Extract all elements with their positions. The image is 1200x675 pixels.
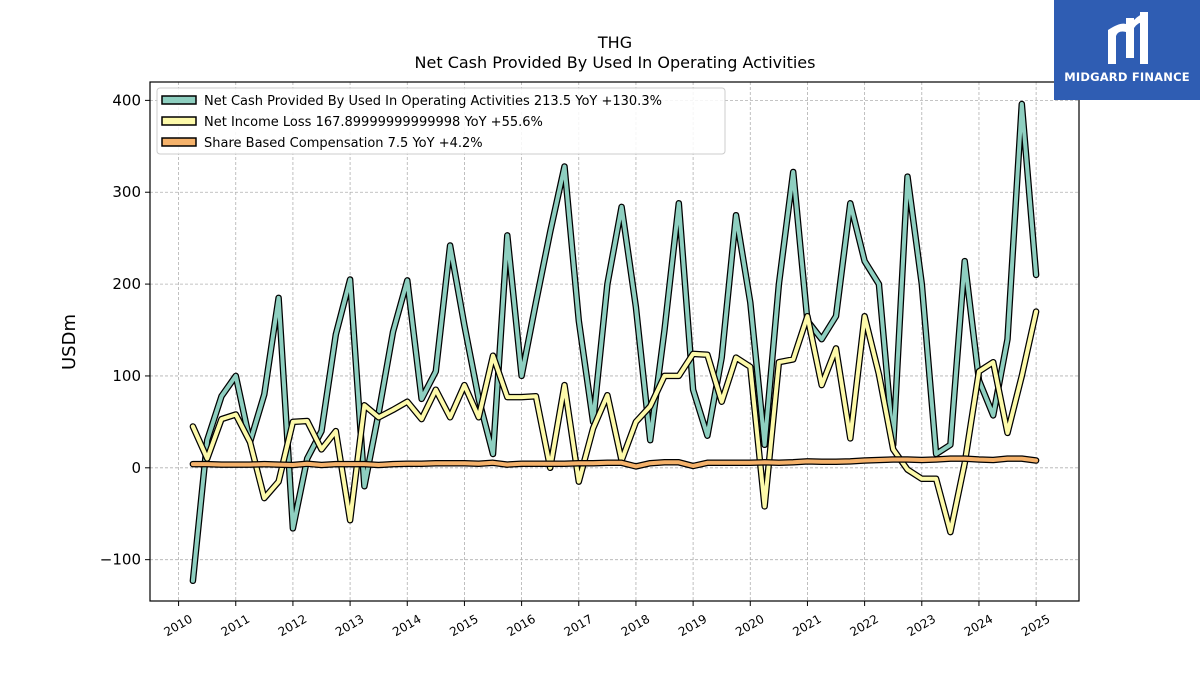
series-line-share-based-compensation [190, 456, 1039, 469]
x-tick-label: 2022 [847, 612, 880, 639]
midgard-logo-icon [1108, 12, 1148, 64]
y-tick-label: 100 [112, 367, 141, 385]
x-tick-label: 2011 [219, 612, 252, 639]
legend-swatch [161, 137, 197, 147]
x-tick-label: 2024 [962, 612, 995, 639]
x-tick-label: 2016 [504, 612, 537, 639]
legend-swatch [161, 116, 197, 126]
x-tick-label: 2012 [276, 612, 309, 639]
x-tick-label: 2019 [676, 612, 709, 639]
series-line-outline [189, 100, 1040, 585]
legend-label: Net Income Loss 167.89999999999998 YoY +… [204, 115, 543, 130]
chart-subtitle: Net Cash Provided By Used In Operating A… [415, 53, 816, 72]
y-axis-label: USDm [59, 314, 80, 370]
x-tick-label: 2020 [733, 612, 766, 639]
brand-logo: MIDGARD FINANCE [1054, 0, 1200, 100]
legend-swatch [161, 95, 197, 105]
plot-frame [149, 81, 1080, 602]
series-line-net-income-loss [190, 309, 1039, 535]
x-tick-label: 2021 [790, 612, 823, 639]
x-tick-label: 2017 [562, 612, 595, 639]
brand-name: MIDGARD FINANCE [1064, 70, 1190, 84]
chart-title: THG [597, 33, 632, 52]
y-tick-label: 400 [112, 91, 141, 109]
y-tick-label: −100 [100, 551, 141, 569]
legend-box [156, 87, 726, 155]
y-tick-label: 200 [112, 275, 141, 293]
x-tick-label: 2025 [1019, 612, 1052, 639]
legend-label: Share Based Compensation 7.5 YoY +4.2% [204, 136, 483, 151]
y-tick-label: 300 [112, 183, 141, 201]
x-tick-label: 2014 [390, 612, 423, 639]
x-tick-label: 2023 [905, 612, 938, 639]
x-tick-label: 2015 [447, 612, 480, 639]
x-tick-label: 2010 [161, 612, 194, 639]
x-tick-label: 2018 [619, 612, 652, 639]
series-line-net-cash-provided-by-used-in-operating-activities [190, 102, 1039, 583]
legend-label: Net Cash Provided By Used In Operating A… [204, 94, 662, 109]
y-tick-label: 0 [131, 459, 141, 477]
x-tick-label: 2013 [333, 612, 366, 639]
